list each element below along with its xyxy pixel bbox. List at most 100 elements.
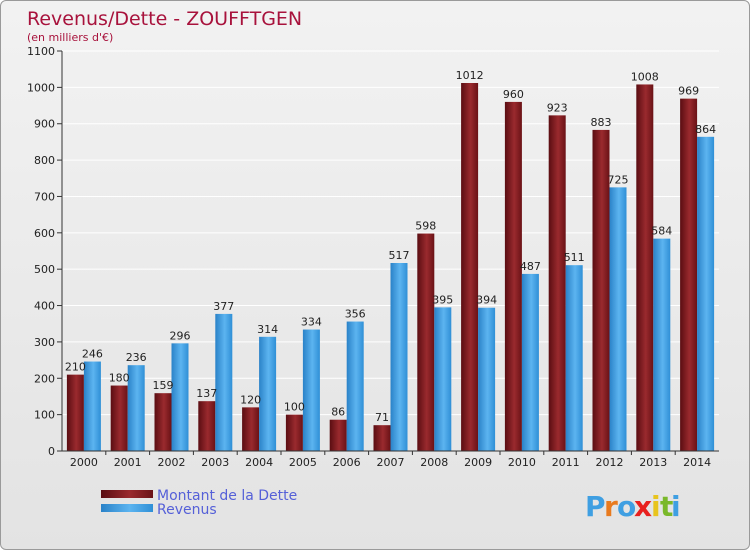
bar-revenus	[565, 265, 583, 451]
data-label-debt: 120	[240, 393, 261, 406]
x-tick-label: 2009	[464, 456, 492, 469]
bar-debt	[110, 385, 128, 451]
data-label-revenus: 356	[345, 308, 366, 321]
bar-revenus	[346, 321, 364, 451]
data-label-debt: 1008	[631, 70, 659, 83]
bar-debt	[198, 401, 216, 451]
bar-revenus	[390, 263, 408, 451]
y-tick-label: 1000	[27, 81, 55, 94]
data-label-debt: 180	[109, 372, 130, 385]
x-tick-label: 2012	[596, 456, 624, 469]
bar-revenus	[83, 361, 101, 451]
bar-revenus	[127, 365, 145, 451]
data-label-debt: 71	[375, 411, 389, 424]
data-label-revenus: 584	[651, 225, 672, 238]
logo-letter: o	[617, 490, 636, 523]
data-label-revenus: 487	[520, 260, 541, 273]
data-label-debt: 100	[284, 401, 305, 414]
y-tick-label: 100	[34, 409, 55, 422]
data-label-debt: 969	[678, 85, 699, 98]
x-tick-label: 2005	[289, 456, 317, 469]
proxiti-logo: Pr oxi ti	[585, 490, 681, 523]
bar-debt	[66, 374, 84, 451]
y-tick-label: 0	[48, 445, 55, 458]
data-label-debt: 159	[153, 379, 174, 392]
x-tick-label: 2014	[683, 456, 711, 469]
data-label-debt: 86	[331, 406, 345, 419]
bar-debt	[461, 83, 479, 451]
bar-revenus	[609, 187, 627, 451]
data-label-revenus: 725	[608, 173, 629, 186]
data-label-debt: 960	[503, 88, 524, 101]
x-tick-label: 2010	[508, 456, 536, 469]
bars-layer	[66, 83, 715, 452]
logo-letter: P	[585, 490, 606, 523]
x-tick-label: 2011	[552, 456, 580, 469]
y-tick-label: 700	[34, 190, 55, 203]
bar-revenus	[521, 273, 539, 451]
bar-debt	[154, 393, 172, 451]
x-tick-label: 2002	[158, 456, 186, 469]
legend-label-revenus: Revenus	[157, 502, 217, 518]
y-tick-label: 500	[34, 263, 55, 276]
data-label-debt: 923	[547, 101, 568, 114]
bar-debt	[329, 419, 347, 451]
bar-debt	[680, 98, 698, 452]
x-tick-label: 2013	[639, 456, 667, 469]
bar-debt	[417, 233, 435, 451]
x-tick-label: 2000	[70, 456, 98, 469]
y-tick-label: 400	[34, 300, 55, 313]
logo-letter: r	[604, 490, 618, 523]
bar-revenus	[653, 238, 671, 451]
bar-revenus	[259, 336, 277, 451]
x-tick-label: 2008	[420, 456, 448, 469]
data-label-debt: 883	[591, 116, 612, 129]
y-tick-label: 200	[34, 372, 55, 385]
data-label-revenus: 236	[126, 351, 147, 364]
data-label-revenus: 314	[257, 323, 278, 336]
chart-subtitle: (en milliers d'€)	[27, 31, 113, 44]
bar-debt	[285, 414, 303, 451]
data-label-debt: 137	[196, 387, 217, 400]
x-tick-label: 2007	[377, 456, 405, 469]
data-label-revenus: 864	[695, 123, 716, 136]
bar-revenus	[434, 307, 452, 451]
y-tick-label: 1100	[27, 45, 55, 58]
y-tick-label: 800	[34, 154, 55, 167]
data-label-revenus: 517	[389, 249, 410, 262]
data-label-revenus: 394	[476, 294, 497, 307]
legend: Montant de la Dette Revenus	[101, 488, 297, 518]
logo-letter: i	[671, 490, 681, 523]
data-label-revenus: 334	[301, 316, 322, 329]
legend-swatch-revenus	[101, 504, 153, 512]
x-tick-label: 2004	[245, 456, 273, 469]
bar-revenus	[697, 136, 715, 451]
bar-revenus	[171, 343, 189, 451]
logo-letter: i	[651, 490, 661, 523]
logo-letter: x	[634, 490, 652, 523]
data-label-revenus: 377	[213, 300, 234, 313]
data-label-debt: 210	[65, 361, 86, 374]
y-tick-label: 300	[34, 336, 55, 349]
data-label-revenus: 511	[564, 251, 585, 264]
x-tick-label: 2001	[114, 456, 142, 469]
bar-debt	[504, 101, 522, 451]
logo-letter: t	[660, 490, 673, 523]
bar-revenus	[478, 307, 496, 451]
y-tick-label: 600	[34, 227, 55, 240]
x-tick-label: 2003	[201, 456, 229, 469]
bar-revenus	[302, 329, 320, 451]
legend-swatch-debt	[101, 490, 153, 498]
bar-revenus	[215, 313, 233, 451]
bar-debt	[548, 115, 566, 451]
y-tick-label: 900	[34, 118, 55, 131]
bar-debt	[242, 407, 260, 451]
bar-debt	[373, 425, 391, 451]
data-label-revenus: 296	[170, 329, 191, 342]
axis-layer: 0 100 200 300 400 500 600 700 800 900 1000 1100 2000…	[27, 45, 719, 469]
data-label-revenus: 395	[432, 293, 453, 306]
x-tick-label: 2006	[333, 456, 361, 469]
